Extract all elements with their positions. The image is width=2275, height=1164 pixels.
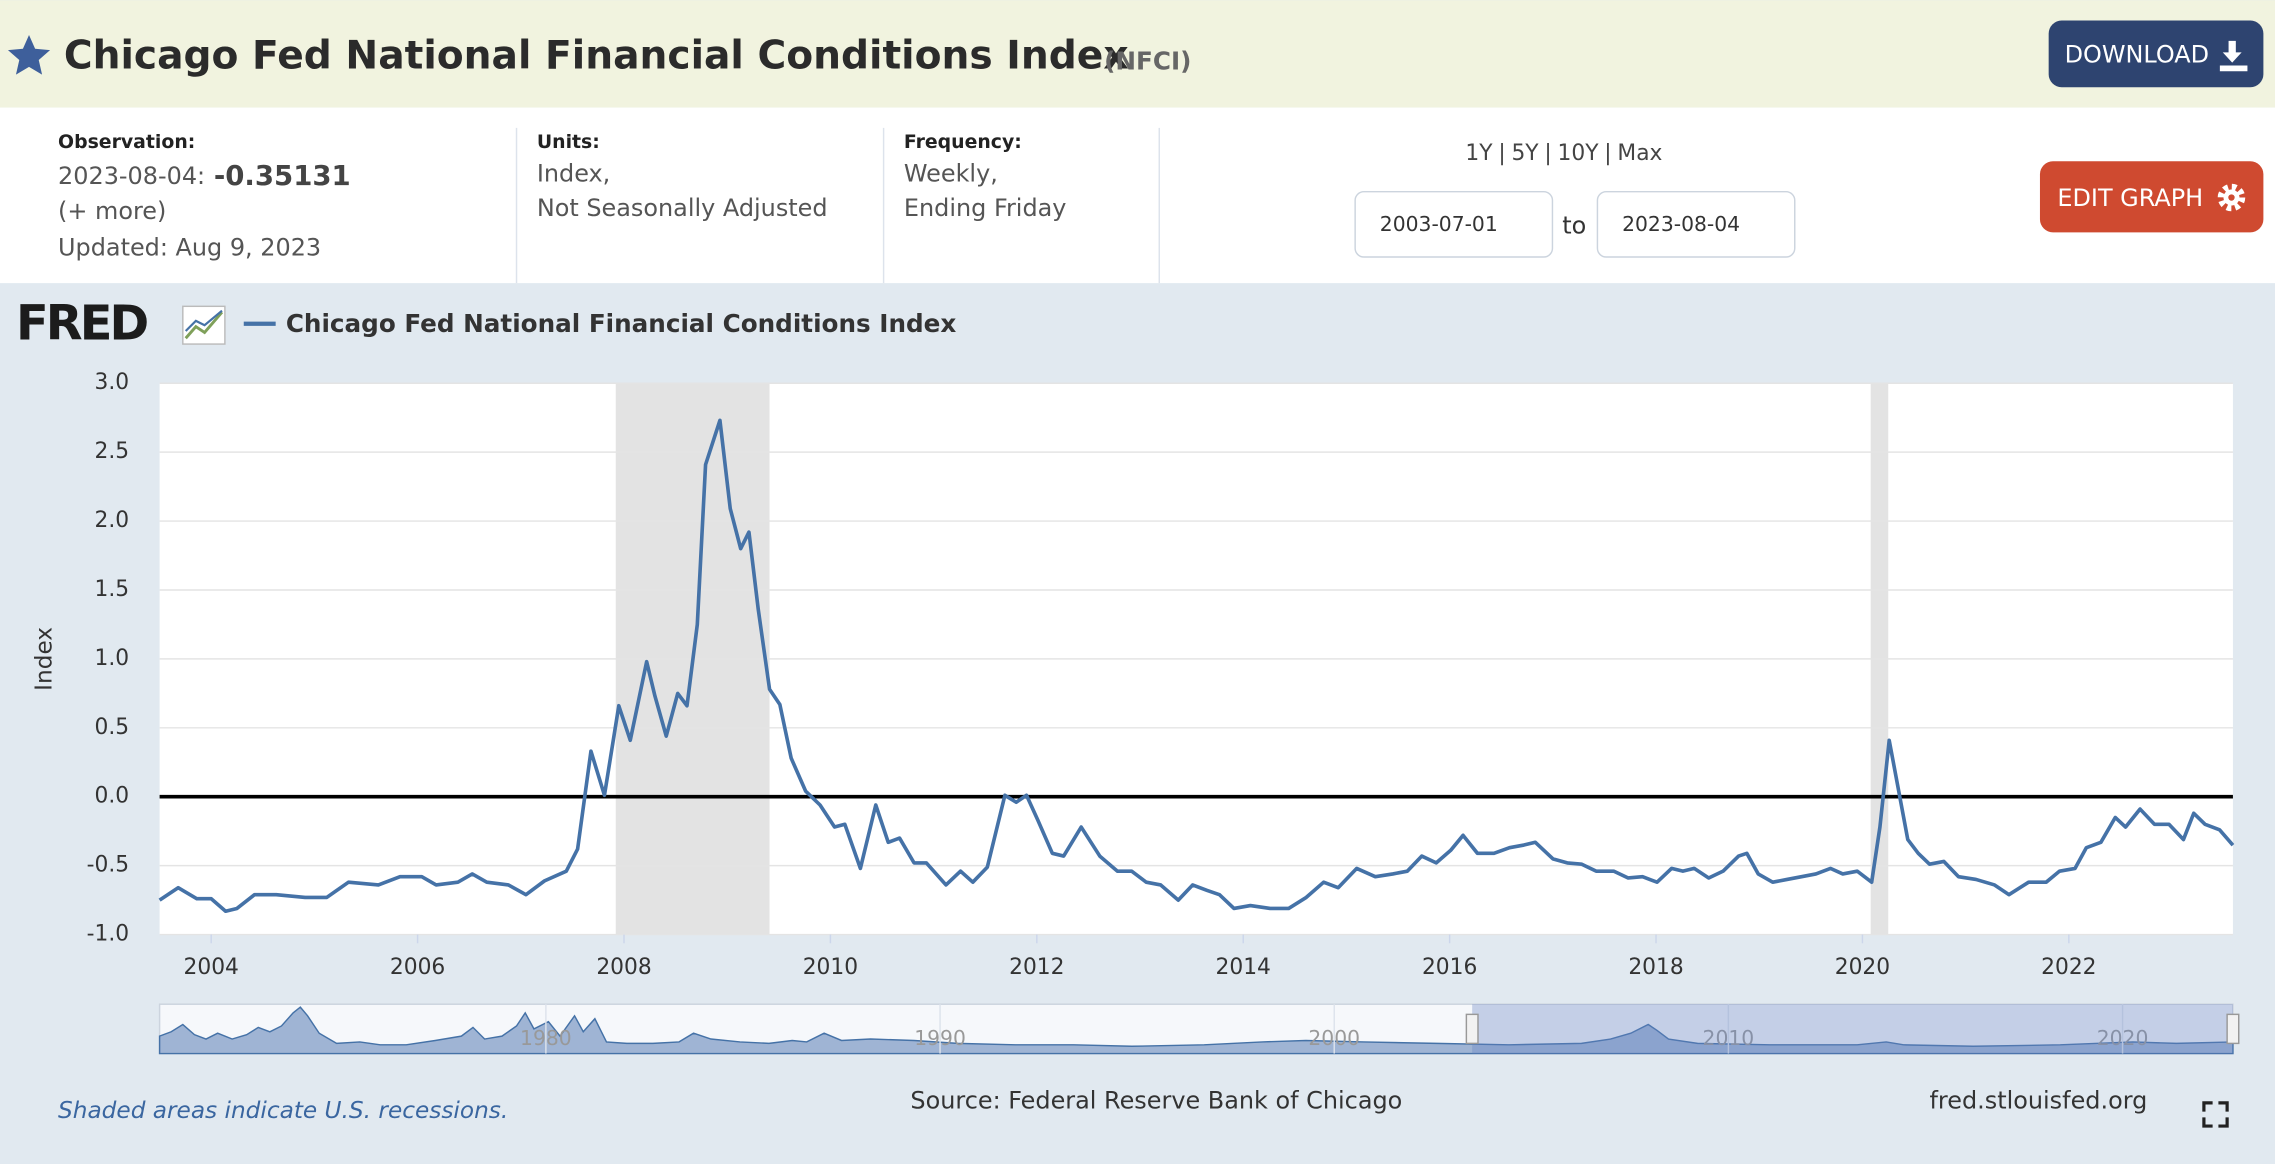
x-tick-label: 2016 [1422,955,1477,980]
navigator-handle[interactable] [2226,1013,2240,1045]
range-separator: | [1604,141,1611,166]
gear-icon[interactable] [2228,194,2235,201]
range-link[interactable]: 10Y [1558,141,1600,166]
x-tick-label: 2010 [803,955,858,980]
navigator-area [158,1006,2234,1055]
download-bg[interactable] [2048,20,2264,88]
range-link[interactable]: Max [1617,141,1662,166]
series-id: (NFCI) [1104,47,1191,76]
x-tick-label: 2014 [1216,955,1271,980]
download-icon[interactable] [2219,40,2248,72]
observation-value: -0.35131 [214,160,351,192]
y-tick-label: 0.0 [95,784,130,809]
header-bar [0,0,2275,108]
units-line: Not Seasonally Adjusted [537,194,828,222]
updated: Updated: Aug 9, 2023 [58,233,321,261]
site[interactable]: fred.stlouisfed.org [1930,1086,2148,1114]
x-tick-label: 2008 [596,955,651,980]
navigator-tick-label: 1980 [520,1026,572,1050]
recession-note: Shaded areas indicate U.S. recessions. [58,1097,508,1124]
download-button[interactable]: DOWNLOAD [2048,20,2264,88]
fullscreen-icon[interactable] [2202,1101,2229,1128]
x-tick-label: 2022 [2041,955,2096,980]
page-title: Chicago Fed National Financial Condition… [64,34,1129,79]
navigator-handle[interactable] [1465,1013,1479,1045]
y-axis-label: Index [30,627,57,691]
frequency-line: Weekly, [904,159,998,187]
frequency-line: Ending Friday [904,194,1067,222]
range-separator: | [1544,141,1551,166]
x-tick-label: 2012 [1009,955,1064,980]
edit-graph-button[interactable]: EDIT GRAPH [2039,161,2264,233]
navigator-tick-label: 1990 [914,1026,966,1050]
end-date-input[interactable] [1596,190,1796,258]
y-tick-label: 3.0 [95,370,130,395]
y-tick-label: 0.5 [95,715,130,740]
y-tick-label: 1.5 [95,577,130,602]
start-date[interactable]: 2003-07-01 [1380,212,1498,236]
logo-icon [184,309,223,332]
plot: -1.0 -0.5 0.0 0.5 1.0 1.5 2.0 2.5 3.0 2004 2006 200… [87,370,2235,980]
range-separator: | [1498,141,1505,166]
start-date-input[interactable] [1354,190,1554,258]
units-label: Units: [537,131,600,153]
x-tick-label: 2018 [1628,955,1683,980]
edit-bg[interactable] [2039,161,2264,233]
frequency-label: Frequency: [904,131,1022,153]
range-link[interactable]: 1Y [1465,141,1493,166]
units-line: Index, [537,159,610,187]
to-label: to [1562,212,1586,240]
more-link[interactable]: (+ more) [58,197,166,225]
series-line [158,418,2235,914]
observation-label: Observation: [58,131,195,153]
y-tick-label: 2.5 [95,439,130,464]
download-label[interactable]: DOWNLOAD [2065,40,2209,68]
logo-icon [184,311,224,340]
fred-logo: FRED [16,297,148,352]
range-links: 1Y | 5Y | 10Y | Max [1465,141,1662,166]
y-tick-label: 2.0 [95,508,130,533]
info-bar [0,107,2275,284]
favorite-star[interactable] [7,35,51,75]
navigator-selection[interactable] [1472,1004,2233,1054]
edit-label[interactable]: EDIT GRAPH [2057,184,2203,212]
observation-date: 2023-08-04: [58,162,205,190]
range-link[interactable]: 5Y [1511,141,1539,166]
navigator-tick-label: 2020 [2097,1026,2149,1050]
source: Source: Federal Reserve Bank of Chicago [910,1086,1402,1114]
navigator-tick-label: 2000 [1308,1026,1360,1050]
navigator-axis: 1980 1990 2000 2010 2020 [520,1004,2240,1054]
gear-icon[interactable] [2217,183,2246,212]
y-tick-label: -0.5 [87,853,129,878]
x-tick-label: 2004 [184,955,239,980]
x-tick-label: 2006 [390,955,445,980]
y-tick-label: 1.0 [95,646,130,671]
observation-date: 2023-08-04: -0.35131 [58,160,351,192]
y-tick-label: -1.0 [87,922,129,947]
end-date[interactable]: 2023-08-04 [1622,212,1740,236]
x-tick-label: 2020 [1835,955,1890,980]
legend-label: Chicago Fed National Financial Condition… [286,309,957,338]
navigator-tick-label: 2010 [1703,1026,1755,1050]
